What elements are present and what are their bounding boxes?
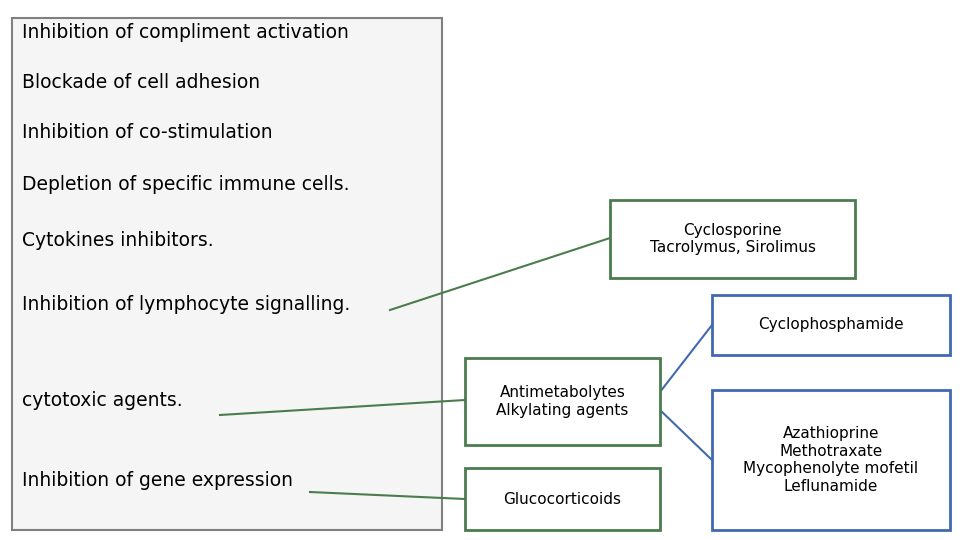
Text: Depletion of specific immune cells.: Depletion of specific immune cells. [22,176,349,194]
Text: Inhibition of gene expression: Inhibition of gene expression [22,470,293,489]
Text: Inhibition of co-stimulation: Inhibition of co-stimulation [22,124,273,143]
Text: Inhibition of lymphocyte signalling.: Inhibition of lymphocyte signalling. [22,295,350,314]
Text: Blockade of cell adhesion: Blockade of cell adhesion [22,73,260,92]
Bar [465,468,660,530]
Bar [712,295,950,355]
Bar [610,200,855,278]
Text: cytotoxic agents.: cytotoxic agents. [22,390,182,409]
Bar [712,390,950,530]
Bar [12,18,442,530]
Text: Cyclosporine
Tacrolymus, Sirolimus: Cyclosporine Tacrolymus, Sirolimus [650,223,815,255]
Text: Inhibition of compliment activation: Inhibition of compliment activation [22,24,348,43]
Bar [465,358,660,445]
Text: Cyclophosphamide: Cyclophosphamide [758,318,903,333]
Text: Glucocorticoids: Glucocorticoids [503,491,621,507]
Text: Azathioprine
Methotraxate
Mycophenolyte mofetil
Leflunamide: Azathioprine Methotraxate Mycophenolyte … [743,427,919,494]
Text: Cytokines inhibitors.: Cytokines inhibitors. [22,231,214,249]
Text: Antimetabolytes
Alkylating agents: Antimetabolytes Alkylating agents [496,386,629,418]
